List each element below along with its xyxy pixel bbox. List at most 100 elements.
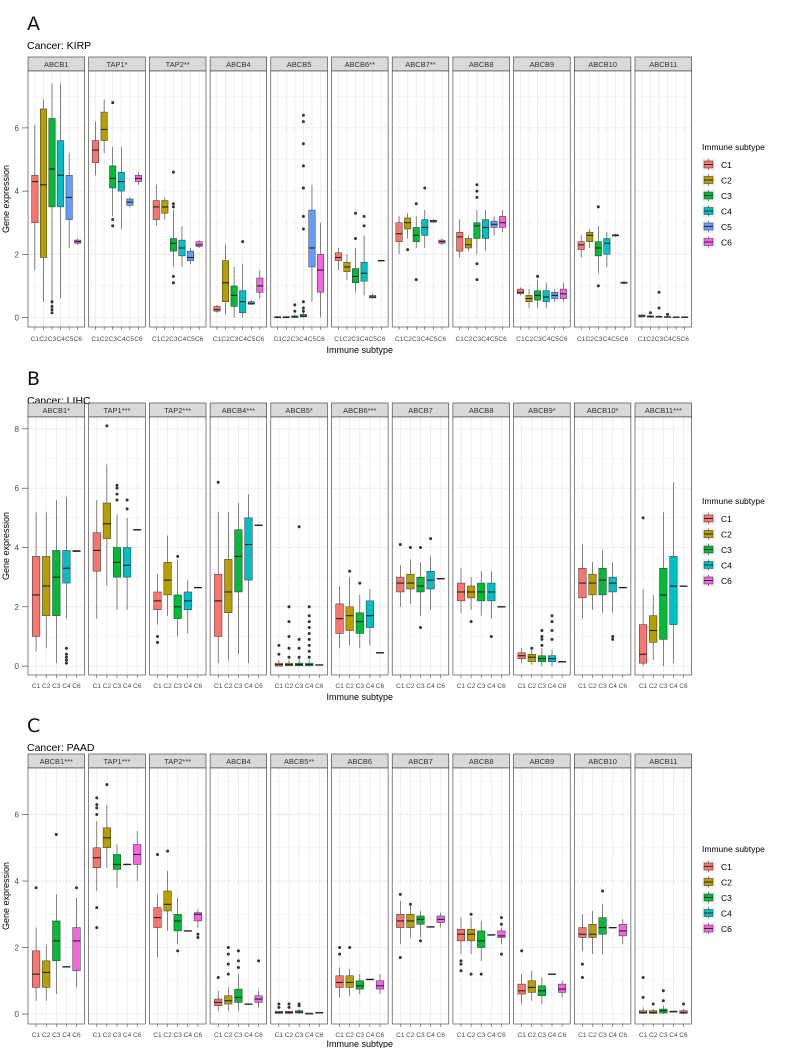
x-tick-label: C6	[436, 683, 445, 690]
x-tick-label: C2	[285, 683, 294, 690]
legend-label: C1	[721, 862, 732, 872]
outlier-point	[166, 849, 170, 853]
x-tick-label: C2	[221, 336, 230, 343]
x-tick-label: C1	[93, 1032, 102, 1039]
box-c6	[195, 241, 203, 247]
x-tick-label: C1	[516, 336, 525, 343]
outlier-point	[682, 1002, 686, 1006]
x-tick-label: C2	[586, 336, 595, 343]
x-tick-label: C4	[481, 336, 490, 343]
x-tick-label: C6	[256, 336, 265, 343]
outlier-point	[540, 637, 544, 641]
outlier-point	[111, 101, 115, 105]
facet-panel-background	[574, 71, 631, 327]
x-tick-label: C2	[100, 336, 109, 343]
x-tick-label: C3	[533, 336, 542, 343]
outlier-point	[95, 926, 99, 930]
outlier-point	[408, 545, 412, 549]
box-c3	[355, 980, 364, 990]
x-tick-label: C1	[214, 1032, 223, 1039]
outlier-point	[414, 202, 418, 206]
outlier-point	[550, 637, 554, 641]
outlier-point	[596, 284, 600, 288]
outlier-point	[293, 309, 297, 313]
x-tick-label: C3	[598, 683, 607, 690]
outlier-point	[423, 186, 427, 190]
box-c4	[244, 517, 253, 581]
x-tick-label: C1	[335, 1032, 344, 1039]
outlier-point	[348, 946, 352, 950]
outlier-point	[307, 643, 311, 647]
box-c1	[213, 306, 221, 312]
x-tick-label: C6	[558, 1032, 567, 1039]
x-tick-label: C1	[213, 336, 222, 343]
chart-title: Cancer: KIRP	[27, 40, 91, 52]
x-tick-label: C4	[244, 1032, 253, 1039]
x-tick-label: C1	[273, 336, 282, 343]
outlier-point	[469, 972, 473, 976]
x-tick-label: C1	[152, 336, 161, 343]
x-tick-label: C3	[473, 336, 482, 343]
box-c1	[335, 975, 344, 988]
facet-panel-background	[392, 71, 449, 327]
x-tick-label: C3	[52, 683, 61, 690]
outlier-point	[307, 626, 311, 630]
x-tick-label: C4	[123, 683, 132, 690]
x-tick-label: C2	[345, 1032, 354, 1039]
outlier-point	[301, 214, 305, 218]
x-tick-label: C4	[608, 683, 617, 690]
box-c2	[586, 231, 594, 242]
outlier-point	[64, 658, 68, 662]
outlier-point	[362, 214, 366, 218]
outlier-point	[419, 626, 422, 630]
facet-strip-label: ABCB4	[226, 757, 251, 766]
panel-letter: A	[27, 13, 40, 35]
box-c1	[395, 222, 403, 242]
outlier-point	[155, 640, 159, 644]
outlier-point	[105, 783, 109, 787]
y-axis-title: Gene expression	[1, 512, 11, 580]
x-tick-label: C3	[234, 683, 243, 690]
outlier-point	[287, 1005, 291, 1009]
x-tick-label: C6	[194, 1032, 203, 1039]
x-tick-label: C2	[646, 336, 655, 343]
x-tick-label: C3	[598, 1032, 607, 1039]
facet-border	[88, 70, 146, 328]
x-tick-label: C6	[133, 683, 142, 690]
x-tick-label: C2	[528, 1032, 537, 1039]
facet-strip-label: ABCB8	[469, 757, 494, 766]
legend: Immune subtype C1 C2 C3 C4 C6	[702, 496, 765, 587]
x-tick-label: C3	[477, 1032, 486, 1039]
x-tick-label: C6	[498, 336, 507, 343]
outlier-point	[408, 902, 412, 906]
x-tick-label: C4	[603, 336, 612, 343]
outlier-point	[287, 655, 291, 659]
outlier-point	[398, 892, 402, 896]
x-tick-label: C3	[108, 336, 117, 343]
outlier-point	[171, 205, 175, 209]
outlier-point	[226, 962, 230, 966]
x-tick-label: C4	[608, 1032, 617, 1039]
box-c2	[345, 606, 354, 631]
box-c5	[187, 250, 195, 261]
facet-strip-label: ABCB11***	[645, 406, 682, 415]
x-tick-label: C3	[594, 336, 603, 343]
x-tick-label: C2	[467, 683, 476, 690]
x-tick-label: C2	[285, 1032, 294, 1039]
outlier-point	[111, 224, 115, 228]
x-tick-label: C2	[224, 1032, 233, 1039]
outlier-point	[301, 120, 305, 124]
legend-label: C4	[721, 561, 732, 571]
legend-label: C2	[721, 530, 732, 540]
x-tick-label: C6	[134, 336, 143, 343]
x-tick-label: C6	[133, 1032, 142, 1039]
outlier-point	[550, 629, 554, 633]
legend-title: Immune subtype	[702, 844, 765, 854]
box-c2	[100, 111, 108, 141]
outlier-point	[307, 637, 311, 641]
x-tick-label: C1	[93, 683, 102, 690]
x-tick-label: C5	[126, 336, 135, 343]
box-c6	[193, 912, 202, 922]
box-c3	[234, 988, 243, 1003]
